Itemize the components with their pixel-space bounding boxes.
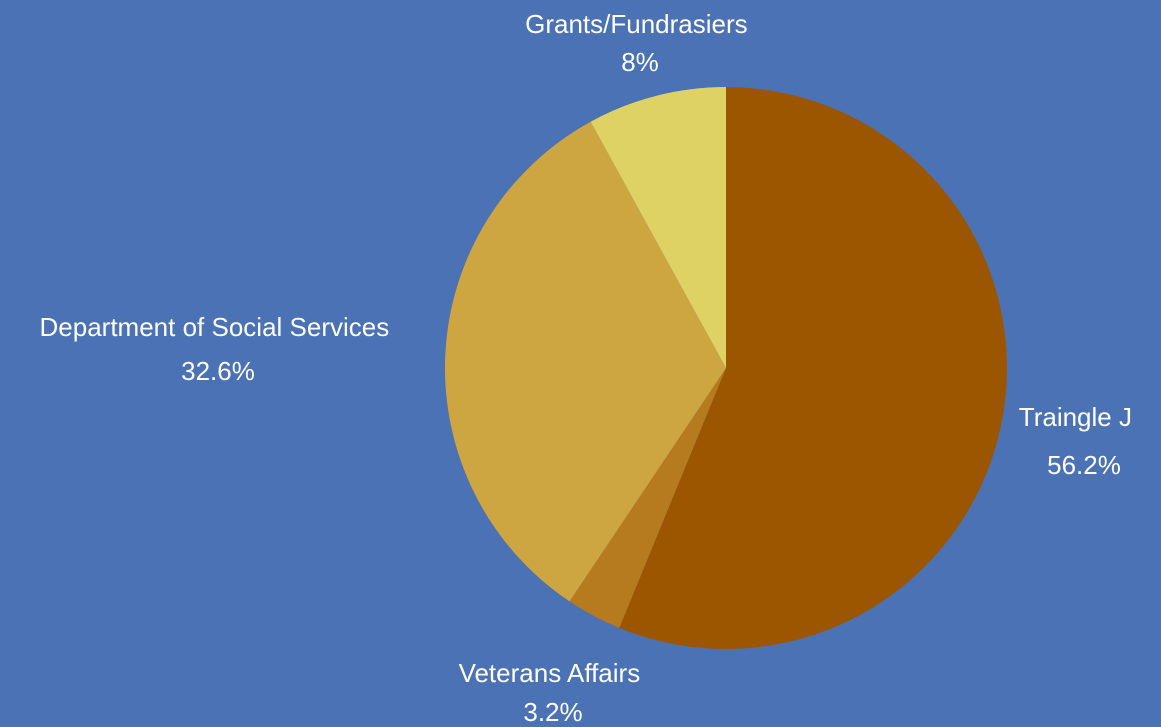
slice-label-value: 32.6% [181, 356, 255, 386]
slice-label-value: 3.2% [523, 697, 582, 727]
slice-label-veterans-affairs: Veterans Affairs 3.2% [459, 658, 648, 727]
slice-label-grants-fundrasiers: Grants/Fundrasiers 8% [525, 9, 755, 77]
slice-label-department-of-social-services: Department of Social Services 32.6% [40, 312, 397, 386]
slice-label-name: Veterans Affairs [459, 658, 641, 688]
slice-label-name: Department of Social Services [40, 312, 390, 342]
slice-label-name: Grants/Fundrasiers [525, 9, 748, 39]
pie-slice-traingle-j [619, 87, 1007, 649]
slice-label-value: 8% [621, 47, 659, 77]
pie-slice-veterans-affairs [569, 368, 726, 628]
pie-slice-department-of-social-services [445, 121, 726, 602]
pie-slice-grants-fundrasiers [590, 87, 726, 368]
slice-label-traingle-j: Traingle J 56.2% [1019, 402, 1139, 480]
slice-label-name: Traingle J [1019, 402, 1132, 432]
pie-slices [445, 87, 1007, 649]
slice-label-value: 56.2% [1047, 450, 1121, 480]
